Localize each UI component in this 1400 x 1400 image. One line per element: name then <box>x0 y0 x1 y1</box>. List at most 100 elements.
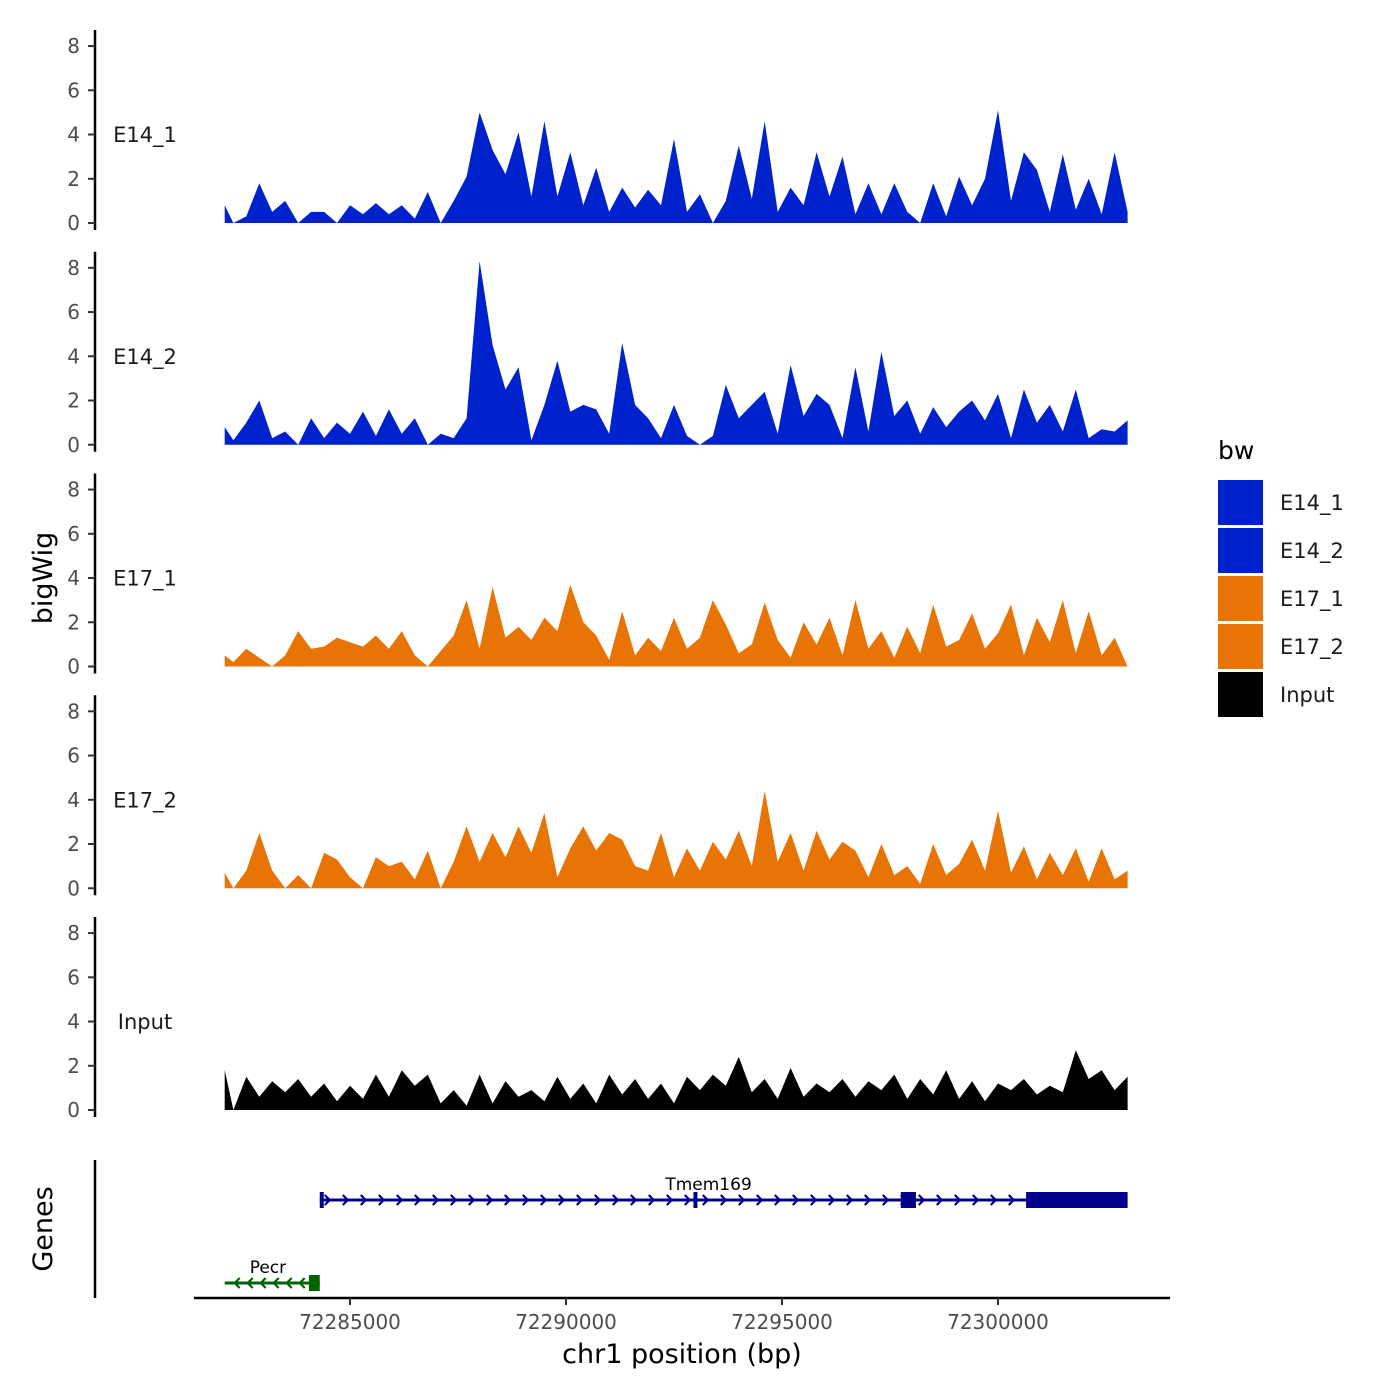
strand-arrow-Tmem169 <box>449 1194 458 1206</box>
x-tick-label-72300000: 72300000 <box>947 1310 1049 1334</box>
y-tick-label-Input-2: 2 <box>67 1054 80 1078</box>
y-tick-label-E14_2-2: 2 <box>67 389 80 413</box>
strand-arrow-Tmem169 <box>827 1194 836 1206</box>
strand-arrow-Tmem169 <box>557 1194 566 1206</box>
legend-swatch-E17_1 <box>1218 576 1263 621</box>
track-E14_2: 0 2 4 6 8 E14_2 <box>67 251 1128 457</box>
strand-arrow-Tmem169 <box>395 1194 404 1206</box>
strand-arrow-Tmem169 <box>917 1194 926 1206</box>
y-tick-label-E17_2-6: 6 <box>67 744 80 768</box>
track-E14_1: 0 2 4 6 8 E14_1 <box>67 30 1128 235</box>
genes-axis-title: Genes <box>28 1186 59 1271</box>
y-tick-label-E14_1-8: 8 <box>67 34 80 58</box>
strand-arrow-Tmem169 <box>989 1194 998 1206</box>
legend-swatch-E17_2 <box>1218 624 1263 669</box>
legend-label-E17_1: E17_1 <box>1280 587 1344 612</box>
strand-arrow-Pecr <box>298 1277 306 1289</box>
y-tick-label-E14_1-0: 0 <box>67 211 80 235</box>
y-tick-label-E14_2-6: 6 <box>67 300 80 324</box>
strand-arrow-Tmem169 <box>953 1194 962 1206</box>
y-tick-label-Input-4: 4 <box>67 1010 80 1034</box>
strand-arrow-Tmem169 <box>377 1194 386 1206</box>
y-tick-label-E17_1-8: 8 <box>67 478 80 502</box>
area-E14_1 <box>224 110 1128 223</box>
strand-arrow-Tmem169 <box>629 1194 638 1206</box>
strand-arrow-Tmem169 <box>341 1194 350 1206</box>
area-E14_2 <box>224 261 1128 445</box>
strand-arrow-Tmem169 <box>845 1194 854 1206</box>
strand-arrow-Pecr <box>285 1277 293 1289</box>
genes-panel: Tmem169 Pecr <box>93 1160 1128 1298</box>
strand-arrow-Tmem169 <box>665 1194 674 1206</box>
track-label-Input: Input <box>118 1010 172 1034</box>
y-tick-label-E17_1-0: 0 <box>67 655 80 679</box>
legend-swatch-Input <box>1218 672 1263 717</box>
y-tick-label-Input-8: 8 <box>67 921 80 945</box>
y-tick-label-E14_2-4: 4 <box>67 344 80 368</box>
y-tick-label-Input-0: 0 <box>67 1098 80 1122</box>
strand-arrow-Tmem169 <box>485 1194 494 1206</box>
gene-label-Tmem169: Tmem169 <box>664 1175 751 1195</box>
track-label-E14_2: E14_2 <box>113 345 177 370</box>
y-axis-title: bigWig <box>28 532 59 625</box>
track-E17_1: 0 2 4 6 8 E17_1 <box>67 473 1128 679</box>
legend-label-E14_2: E14_2 <box>1280 539 1344 564</box>
strand-arrow-Tmem169 <box>809 1194 818 1206</box>
y-tick-label-E17_2-8: 8 <box>67 699 80 723</box>
track-label-E17_1: E17_1 <box>113 567 177 592</box>
track-E17_2: 0 2 4 6 8 E17_2 <box>67 695 1128 900</box>
legend-swatch-E14_1 <box>1218 480 1263 525</box>
exon-Tmem169-2 <box>900 1192 916 1208</box>
gene-Tmem169: Tmem169 <box>319 1175 1128 1208</box>
x-axis: 72285000 72290000 72295000 72300000 <box>194 1296 1170 1334</box>
strand-arrow-Tmem169 <box>521 1194 530 1206</box>
y-tick-label-E14_1-4: 4 <box>67 123 80 147</box>
strand-arrow-Tmem169 <box>359 1194 368 1206</box>
strand-arrow-Tmem169 <box>683 1194 692 1206</box>
strand-arrow-Tmem169 <box>773 1194 782 1206</box>
x-tick-label-72285000: 72285000 <box>299 1310 401 1334</box>
exon-Tmem169-0 <box>319 1192 324 1208</box>
strand-arrow-Tmem169 <box>467 1194 476 1206</box>
y-tick-label-E14_1-6: 6 <box>67 78 80 102</box>
legend-label-Input: Input <box>1280 683 1334 707</box>
strand-arrow-Tmem169 <box>737 1194 746 1206</box>
track-Input: 0 2 4 6 8 Input <box>67 917 1128 1122</box>
strand-arrow-Tmem169 <box>791 1194 800 1206</box>
x-axis-title: chr1 position (bp) <box>562 1339 802 1370</box>
gene-Pecr: Pecr <box>224 1258 320 1291</box>
legend-swatch-E14_2 <box>1218 528 1263 573</box>
area-Input <box>224 1050 1128 1110</box>
y-tick-label-Input-6: 6 <box>67 965 80 989</box>
strand-arrow-Tmem169 <box>503 1194 512 1206</box>
gene-label-Pecr: Pecr <box>250 1258 286 1278</box>
strand-arrow-Tmem169 <box>719 1194 728 1206</box>
legend-label-E17_2: E17_2 <box>1280 635 1344 660</box>
strand-arrow-Tmem169 <box>1007 1194 1016 1206</box>
x-tick-label-72295000: 72295000 <box>731 1310 833 1334</box>
y-tick-label-E17_2-0: 0 <box>67 876 80 900</box>
strand-arrow-Pecr <box>233 1277 241 1289</box>
legend-title: bw <box>1218 436 1254 465</box>
track-label-E17_2: E17_2 <box>113 788 177 813</box>
y-tick-label-E17_1-6: 6 <box>67 522 80 546</box>
x-tick-label-72290000: 72290000 <box>515 1310 617 1334</box>
strand-arrow-Tmem169 <box>863 1194 872 1206</box>
strand-arrow-Tmem169 <box>593 1194 602 1206</box>
strand-arrow-Tmem169 <box>575 1194 584 1206</box>
strand-arrow-Pecr <box>246 1277 254 1289</box>
strand-arrow-Tmem169 <box>755 1194 764 1206</box>
y-tick-label-E14_2-0: 0 <box>67 433 80 457</box>
legend-label-E14_1: E14_1 <box>1280 491 1344 516</box>
strand-arrow-Tmem169 <box>413 1194 422 1206</box>
strand-arrow-Pecr <box>272 1277 280 1289</box>
strand-arrow-Tmem169 <box>323 1194 332 1206</box>
track-label-E14_1: E14_1 <box>113 123 177 148</box>
y-tick-label-E17_2-4: 4 <box>67 788 80 812</box>
strand-arrow-Tmem169 <box>431 1194 440 1206</box>
strand-arrow-Tmem169 <box>971 1194 980 1206</box>
strand-arrow-Tmem169 <box>647 1194 656 1206</box>
strand-arrow-Pecr <box>259 1277 267 1289</box>
legend: bw E14_1 E14_2 E17_1 E17_2 Input <box>1218 436 1344 717</box>
